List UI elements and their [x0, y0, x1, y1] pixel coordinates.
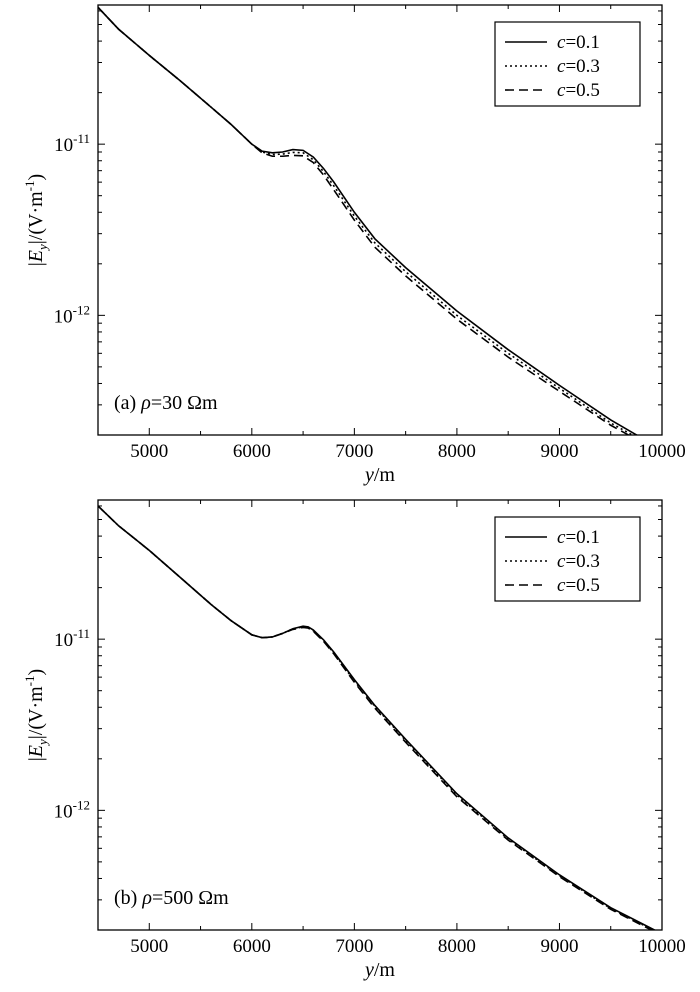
panel-annotation: (a) ρ=30 Ωm — [114, 392, 218, 414]
x-tick-label: 9000 — [540, 441, 578, 462]
x-tick-label: 10000 — [638, 441, 686, 462]
x-tick-label: 5000 — [130, 936, 168, 957]
series-line-c=0.1 — [98, 6, 639, 435]
y-axis-title: |Ey|/(V·m-1) — [22, 669, 50, 761]
legend-box — [494, 21, 641, 107]
x-tick-label: 7000 — [335, 936, 373, 957]
legend-entry-c=0.3: c=0.3 — [557, 551, 600, 572]
panel-annotation: (b) ρ=500 Ωm — [114, 887, 229, 909]
x-tick-label: 7000 — [335, 441, 373, 462]
legend-entry-c=0.1: c=0.1 — [557, 527, 600, 548]
legend-entry-c=0.5: c=0.5 — [557, 80, 600, 101]
x-tick-label: 9000 — [540, 936, 578, 957]
x-tick-label: 6000 — [233, 936, 271, 957]
series-group — [98, 505, 657, 930]
x-tick-label: 8000 — [438, 936, 476, 957]
legend-box — [494, 516, 641, 602]
legend: c=0.1 c=0.3 c=0.5 — [494, 21, 641, 107]
x-tick-label: 5000 — [130, 441, 168, 462]
x-tick-label: 8000 — [438, 441, 476, 462]
plot-frame — [97, 4, 663, 436]
plot-frame — [97, 499, 663, 931]
panel-b: 5000 6000 7000 8000 9000 10000 10-11 10-12 y/m |E… — [22, 499, 686, 981]
series-line-c=0.5 — [98, 6, 631, 435]
legend-entry-c=0.3: c=0.3 — [557, 56, 600, 77]
x-tick-label: 6000 — [233, 441, 271, 462]
y-tick-label: 10-12 — [54, 797, 90, 822]
y-tick-label: 10-11 — [54, 131, 90, 156]
y-tick-label: 10-11 — [54, 626, 90, 651]
x-axis-title: y/m — [363, 959, 395, 981]
y-axis-title: |Ey|/(V·m-1) — [22, 174, 50, 266]
y-tick-label: 10-12 — [54, 302, 90, 327]
series-group — [98, 6, 639, 435]
x-axis-title: y/m — [363, 464, 395, 486]
panel-a: 5000 6000 7000 8000 9000 10000 10-11 10-12 y/m |E… — [22, 4, 686, 486]
x-tick-label: 10000 — [638, 936, 686, 957]
legend-entry-c=0.1: c=0.1 — [557, 32, 600, 53]
legend: c=0.1 c=0.3 c=0.5 — [494, 516, 641, 602]
series-line-c=0.3 — [98, 6, 635, 435]
legend-entry-c=0.5: c=0.5 — [557, 575, 600, 596]
series-line-c=0.5 — [98, 505, 654, 930]
